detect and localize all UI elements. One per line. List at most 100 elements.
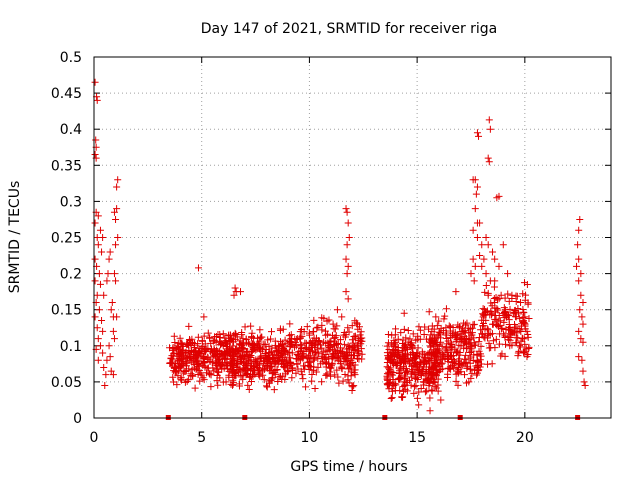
- data-point: [493, 304, 501, 312]
- data-point: [253, 345, 261, 353]
- data-point: [191, 384, 199, 392]
- data-point: [394, 350, 402, 358]
- data-point: [215, 356, 223, 364]
- data-point: [574, 241, 582, 249]
- data-point: [107, 306, 115, 314]
- data-point: [228, 335, 236, 343]
- y-tick-label: 0: [73, 411, 82, 427]
- data-point: [522, 291, 530, 299]
- data-point: [432, 370, 440, 378]
- data-point: [408, 344, 416, 352]
- data-point: [354, 343, 362, 351]
- data-point: [188, 338, 196, 346]
- data-point: [329, 320, 337, 328]
- data-point: [281, 357, 289, 365]
- data-point: [265, 349, 273, 357]
- data-point: [194, 333, 202, 341]
- data-point: [216, 341, 224, 349]
- data-point: [467, 345, 475, 353]
- data-point: [478, 241, 486, 249]
- data-point: [105, 342, 113, 350]
- data-point: [452, 337, 460, 345]
- data-point: [502, 340, 510, 348]
- x-tick-label: 10: [301, 430, 319, 446]
- data-point: [326, 368, 334, 376]
- data-point: [452, 370, 460, 378]
- data-point: [247, 377, 255, 385]
- data-point: [329, 345, 337, 353]
- data-point: [344, 295, 352, 303]
- data-point: [311, 341, 319, 349]
- data-point: [474, 358, 482, 366]
- data-point: [332, 340, 340, 348]
- data-point: [425, 366, 433, 374]
- data-point: [402, 334, 410, 342]
- data-point: [219, 330, 227, 338]
- data-point: [335, 379, 343, 387]
- data-point: [501, 294, 509, 302]
- x-tick-label: 20: [516, 430, 534, 446]
- data-point: [482, 282, 490, 290]
- data-point: [208, 359, 216, 367]
- data-point: [498, 350, 506, 358]
- data-point: [438, 353, 446, 361]
- data-point: [296, 347, 304, 355]
- data-point: [442, 345, 450, 353]
- data-point: [428, 327, 436, 335]
- y-tick-label: 0.05: [51, 375, 82, 391]
- data-point: [389, 371, 397, 379]
- data-point: [100, 363, 108, 371]
- data-point: [348, 322, 356, 330]
- data-point: [257, 354, 265, 362]
- data-point: [521, 313, 529, 321]
- data-point: [333, 306, 341, 314]
- data-point: [275, 373, 283, 381]
- data-point: [247, 365, 255, 373]
- data-point: [408, 362, 416, 370]
- data-point: [421, 388, 429, 396]
- data-point: [318, 352, 326, 360]
- data-point: [473, 129, 481, 137]
- y-tick-label: 0.5: [60, 50, 82, 66]
- data-point: [92, 136, 100, 144]
- data-point: [328, 362, 336, 370]
- data-point: [579, 338, 587, 346]
- data-point: [389, 359, 397, 367]
- data-point: [209, 364, 217, 372]
- data-point: [244, 381, 252, 389]
- data-point: [462, 351, 470, 359]
- data-point: [307, 347, 315, 355]
- data-point: [235, 347, 243, 355]
- data-point: [506, 324, 514, 332]
- data-point: [429, 375, 437, 383]
- data-point: [495, 340, 503, 348]
- data-point: [495, 322, 503, 330]
- data-point: [421, 323, 429, 331]
- data-point: [264, 364, 272, 372]
- data-point: [401, 385, 409, 393]
- data-point: [273, 348, 281, 356]
- data-point: [472, 190, 480, 198]
- data-point: [256, 326, 264, 334]
- data-point: [488, 330, 496, 338]
- data-point: [342, 255, 350, 263]
- data-point: [341, 354, 349, 362]
- data-point: [471, 205, 479, 213]
- data-point: [387, 364, 395, 372]
- data-point: [466, 349, 474, 356]
- data-point: [345, 379, 353, 387]
- data-point: [455, 341, 463, 349]
- data-point: [196, 377, 204, 385]
- data-point: [432, 358, 440, 366]
- data-point: [579, 320, 587, 328]
- data-point: [344, 262, 352, 270]
- data-point: [113, 183, 121, 191]
- data-point: [525, 315, 533, 323]
- data-point: [236, 341, 244, 349]
- data-point: [430, 377, 438, 385]
- data-point: [107, 367, 115, 375]
- data-point: [457, 359, 465, 367]
- data-point: [229, 380, 237, 388]
- data-point: [469, 321, 477, 329]
- data-point: [482, 234, 490, 241]
